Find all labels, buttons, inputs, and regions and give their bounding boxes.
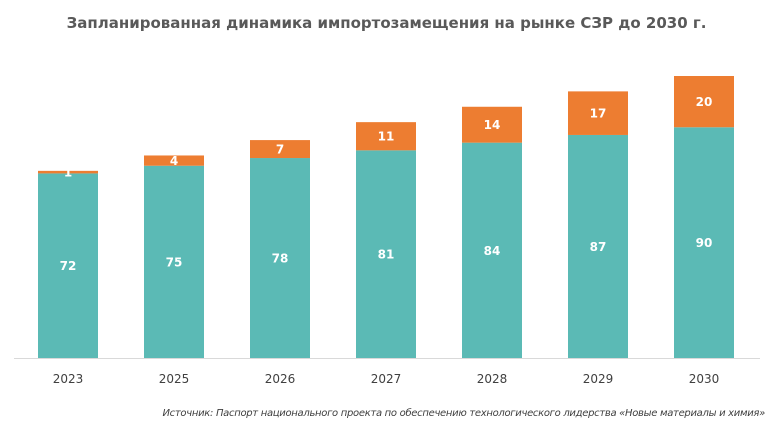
bar-segment-import [674, 76, 734, 128]
x-tick-label: 2025 [159, 372, 190, 386]
data-label: 1 [64, 166, 72, 180]
data-label: 87 [590, 240, 607, 254]
bar-segment-import [462, 106, 522, 143]
x-tick-label: 2030 [689, 372, 720, 386]
bar-segment-import [144, 155, 204, 166]
bar-segment-import [356, 122, 416, 151]
data-label: 17 [590, 107, 607, 121]
data-label: 72 [60, 259, 77, 273]
data-label: 4 [170, 154, 178, 168]
source-note: Источник: Паспорт национального проекта … [162, 408, 766, 419]
bar-segment-import [38, 170, 98, 174]
bar-segment-import [568, 91, 628, 135]
data-label: 78 [272, 252, 289, 266]
data-label: 11 [378, 130, 395, 144]
data-label: 20 [696, 95, 713, 109]
x-tick-label: 2026 [265, 372, 296, 386]
bar-segment-import [250, 140, 310, 159]
x-tick-label: 2027 [371, 372, 402, 386]
data-label: 75 [166, 255, 183, 269]
data-label: 14 [484, 118, 501, 132]
bar-segment-base [250, 158, 310, 358]
chart-title: Запланированная динамика импортозамещени… [66, 14, 707, 32]
bar-segment-base [462, 142, 522, 358]
bar-segment-base [568, 134, 628, 358]
bar-segment-base [144, 165, 204, 358]
bar-segment-base [356, 150, 416, 358]
data-label: 81 [378, 248, 395, 262]
x-tick-label: 2029 [583, 372, 614, 386]
bar-segment-base [38, 173, 98, 358]
bar-segment-base [674, 127, 734, 358]
data-label: 84 [484, 244, 501, 258]
x-tick-label: 2023 [53, 372, 84, 386]
data-label: 90 [696, 236, 713, 250]
data-label: 7 [276, 143, 284, 157]
x-tick-label: 2028 [477, 372, 508, 386]
